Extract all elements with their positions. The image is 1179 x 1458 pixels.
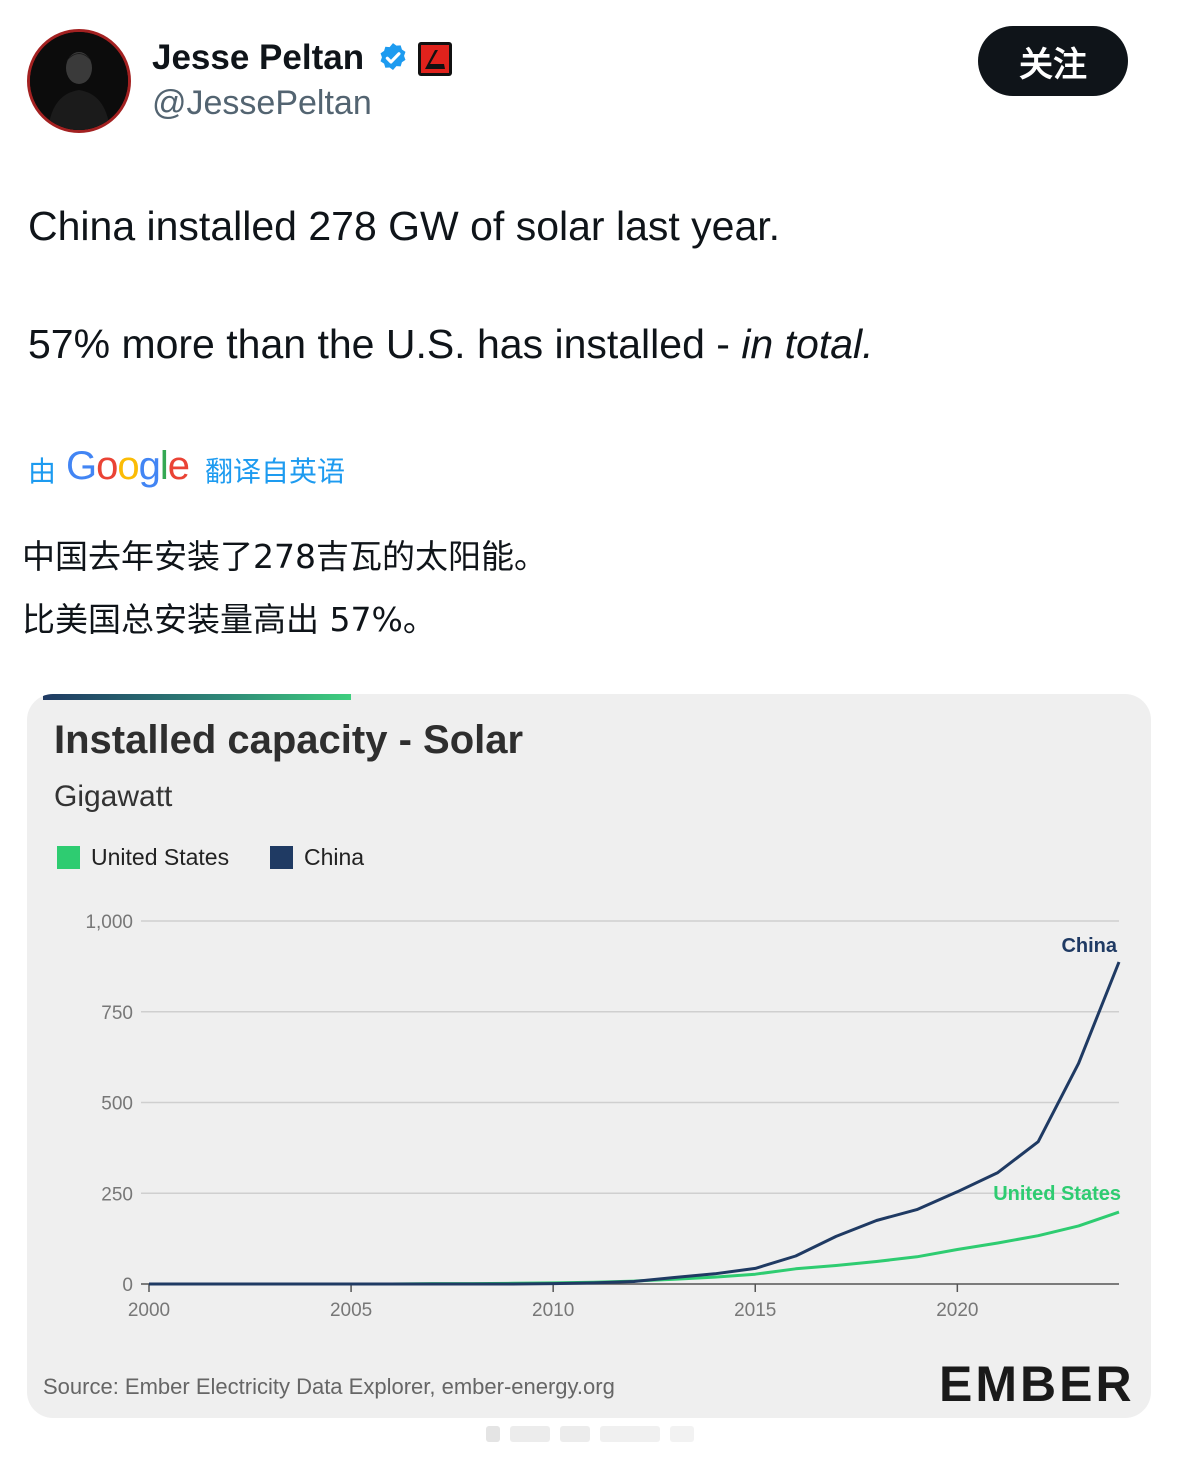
google-logo-icon: Google [66,444,190,488]
avatar[interactable] [27,29,131,133]
verified-badge-icon [380,43,406,71]
chart-subtitle: Gigawatt [54,780,173,813]
follow-button[interactable]: 关注 [978,26,1128,96]
x-tick-label: 2000 [128,1300,170,1321]
author-handle[interactable]: @JessePeltan [152,84,372,122]
card-accent-bar [43,694,351,700]
chart-title: Installed capacity - Solar [54,718,524,762]
translated-text-line-2: 比美国总安装量高出 57%。 [22,600,436,639]
legend-swatch-united-states [57,846,80,869]
line-chart: 0 250 500 750 1,000 2000 2005 2010 2015 2020 Unite… [85,912,1121,1321]
legend-swatch-china [270,846,293,869]
y-tick-label: 250 [101,1184,133,1205]
ember-logo: EMBER [939,1356,1135,1412]
series-line-china [149,961,1121,1286]
series-line-united-states [149,1210,1120,1286]
series-end-label-united-states: United States [993,1183,1121,1205]
tweet-text-line-2: 57% more than the U.S. has installed - i… [28,321,874,368]
chart-card[interactable]: Installed capacity - Solar Gigawatt Unit… [27,694,1151,1418]
x-tick-label: 2020 [936,1300,978,1321]
y-tick-label: 750 [101,1003,133,1024]
translation-by-label: 由 [28,455,57,488]
x-tick-label: 2005 [330,1300,372,1321]
translated-text-line-1: 中国去年安装了278吉瓦的太阳能。 [22,537,547,576]
chart-source: Source: Ember Electricity Data Explorer,… [43,1374,615,1399]
legend-label-united-states: United States [91,844,230,870]
y-tick-label: 500 [101,1094,133,1115]
tweet-text-italic: in total. [741,321,874,367]
affiliation-badge-icon [418,42,452,76]
author-name[interactable]: Jesse Peltan [152,38,365,77]
y-tick-label: 1,000 [85,912,133,933]
avatar-photo [30,32,128,130]
legend-label-china: China [304,844,365,870]
x-tick-label: 2015 [734,1300,776,1321]
translation-source-label: 翻译自英语 [205,455,346,488]
x-tick-label: 2010 [532,1300,574,1321]
image-count-indicator [486,1426,694,1442]
tweet-text-line-1: China installed 278 GW of solar last yea… [28,203,781,249]
series-end-label-china: China [1061,935,1117,957]
y-tick-label: 0 [122,1275,133,1296]
tweet-text-plain: 57% more than the U.S. has installed - [28,321,742,367]
